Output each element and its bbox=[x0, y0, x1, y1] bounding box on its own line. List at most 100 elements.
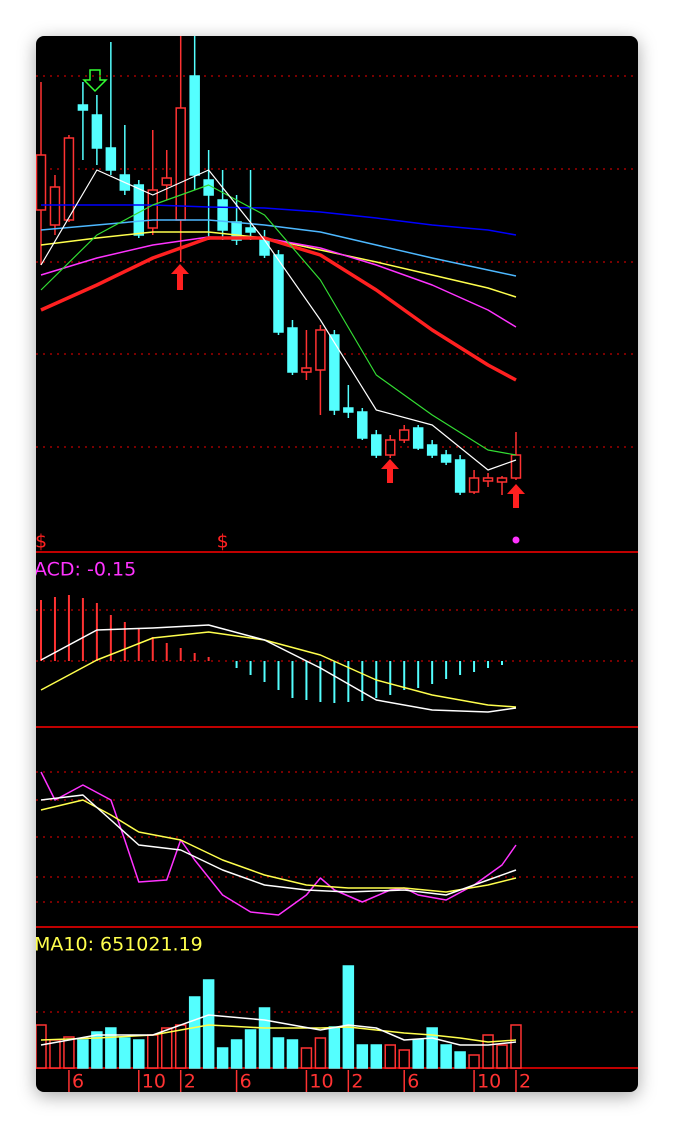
volume-bar bbox=[468, 1054, 480, 1069]
indicator-line bbox=[40, 236, 517, 382]
candle-body bbox=[440, 454, 452, 463]
candle-body bbox=[245, 227, 256, 233]
x-tick-label: 2 bbox=[184, 1071, 196, 1093]
signal-label: $ bbox=[36, 531, 47, 553]
panel-title: ACD: -0.15 bbox=[36, 559, 136, 581]
volume-bar bbox=[119, 1037, 131, 1069]
volume-bar bbox=[384, 1044, 396, 1069]
x-tick-label: 10 bbox=[142, 1071, 166, 1093]
candle-body bbox=[259, 239, 270, 256]
candle-body bbox=[105, 147, 117, 171]
signal-label: $ bbox=[217, 531, 229, 553]
candle-body bbox=[398, 429, 410, 441]
volume-bar bbox=[426, 1027, 438, 1069]
candle-body bbox=[301, 367, 312, 373]
candle-body bbox=[329, 334, 340, 411]
volume-bar bbox=[77, 1039, 89, 1069]
volume-bar bbox=[412, 1039, 424, 1069]
volume-bar bbox=[328, 1026, 341, 1069]
candle-body bbox=[315, 329, 326, 371]
candle-body bbox=[510, 454, 522, 479]
panel-title: MA10: 651021.19 bbox=[36, 934, 203, 956]
x-tick-label: 6 bbox=[240, 1071, 252, 1093]
candle-body bbox=[468, 477, 480, 493]
volume-bar bbox=[482, 1034, 494, 1069]
candle-body bbox=[454, 459, 466, 493]
indicator-line bbox=[40, 631, 517, 708]
candle-body bbox=[91, 114, 103, 149]
candle-body bbox=[189, 75, 200, 176]
x-tick-label: 6 bbox=[72, 1071, 84, 1093]
volume-bar bbox=[188, 996, 201, 1069]
volume-bar bbox=[216, 1047, 229, 1069]
candle-body bbox=[273, 254, 284, 333]
candle-body bbox=[147, 189, 159, 229]
volume-bar bbox=[510, 1024, 522, 1069]
volume-bar bbox=[49, 1039, 61, 1069]
candle-body bbox=[77, 104, 89, 111]
volume-bar bbox=[174, 1024, 187, 1069]
volume-bar bbox=[91, 1031, 103, 1069]
candle-body bbox=[385, 439, 396, 456]
x-tick-label: 2 bbox=[351, 1071, 363, 1093]
volume-bar bbox=[244, 1029, 257, 1069]
candle-body bbox=[482, 477, 494, 482]
volume-bar bbox=[230, 1039, 243, 1069]
indicator-line bbox=[40, 771, 517, 916]
volume-bar bbox=[63, 1036, 75, 1069]
chart-frame: 6 10 2 6 10 2 6 10 2 $ $ ACD: -0.15 MA10: 651021.19 bbox=[36, 36, 638, 1092]
indicator-line bbox=[40, 169, 517, 471]
indicator-line bbox=[40, 799, 517, 893]
x-tick-label: 10 bbox=[477, 1071, 501, 1093]
indicator-line bbox=[40, 231, 517, 298]
volume-bar bbox=[286, 1039, 299, 1069]
volume-bar bbox=[202, 979, 215, 1069]
sell-arrow bbox=[82, 69, 108, 93]
candle-body bbox=[161, 177, 172, 186]
candle-body bbox=[371, 434, 382, 456]
signal-dot bbox=[512, 536, 520, 544]
candle-body bbox=[217, 199, 228, 231]
candle-body bbox=[49, 186, 61, 226]
candle-body bbox=[63, 137, 75, 221]
volume-bar bbox=[105, 1027, 117, 1069]
indicator-line bbox=[40, 236, 517, 328]
candle-body bbox=[175, 107, 186, 221]
candle-body bbox=[203, 179, 214, 196]
volume-bar bbox=[314, 1037, 327, 1069]
indicator-line bbox=[40, 1014, 517, 1046]
volume-bar bbox=[370, 1044, 383, 1069]
volume-bar bbox=[147, 1034, 159, 1069]
volume-bar bbox=[300, 1047, 313, 1069]
x-tick-label: 6 bbox=[407, 1071, 419, 1093]
volume-bar bbox=[496, 1044, 508, 1069]
buy-arrow bbox=[171, 264, 189, 290]
candle-body bbox=[412, 427, 424, 449]
indicator-line bbox=[40, 624, 517, 713]
indicator-line bbox=[40, 184, 517, 456]
volume-bar bbox=[342, 965, 355, 1069]
indicator-line bbox=[40, 219, 517, 277]
candle-body bbox=[287, 327, 298, 373]
candle-body bbox=[496, 477, 508, 483]
candle-body bbox=[36, 154, 47, 211]
x-tick-label: 2 bbox=[519, 1071, 531, 1093]
volume-bar bbox=[398, 1049, 410, 1069]
candle-body bbox=[343, 407, 354, 413]
volume-bar bbox=[160, 1027, 173, 1069]
volume-bar bbox=[258, 1007, 271, 1069]
candle-body bbox=[357, 411, 368, 439]
volume-bar bbox=[36, 1024, 47, 1069]
volume-bar bbox=[272, 1037, 285, 1069]
indicator-line bbox=[41, 204, 517, 236]
candle-body bbox=[133, 184, 145, 236]
x-tick-label: 10 bbox=[309, 1071, 333, 1093]
plot: 6 10 2 6 10 2 6 10 2 $ $ ACD: -0.15 MA10: 651021.19 bbox=[36, 36, 638, 1092]
volume-bar bbox=[356, 1044, 369, 1069]
candle-body bbox=[426, 444, 438, 456]
chart: 6 10 2 6 10 2 6 10 2 $ $ ACD: -0.15 MA10: 651021.19 bbox=[36, 36, 638, 1092]
buy-arrow bbox=[381, 459, 399, 483]
buy-arrow bbox=[507, 484, 525, 508]
volume-bar bbox=[454, 1051, 466, 1069]
